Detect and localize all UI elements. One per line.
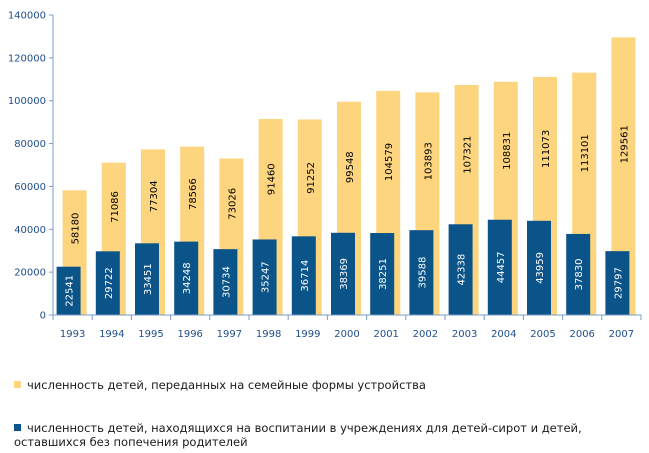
data-label-orphan-institutions: 29797 <box>613 267 624 299</box>
x-tick-label: 2003 <box>452 329 477 340</box>
data-label-orphan-institutions: 37830 <box>574 259 585 291</box>
legend-label-orphan-institutions: численность детей, находящихся на воспит… <box>14 421 582 449</box>
bar-orphan-institutions <box>605 251 630 315</box>
x-tick-label: 1997 <box>217 329 242 340</box>
data-label-family-placement: 58180 <box>71 213 82 245</box>
data-label-family-placement: 71086 <box>110 191 121 223</box>
data-label-family-placement: 103893 <box>423 142 434 180</box>
data-label-orphan-institutions: 35247 <box>261 261 272 293</box>
data-label-family-placement: 111073 <box>541 130 552 168</box>
data-label-family-placement: 108831 <box>502 132 513 170</box>
legend-item-family-placement: численность детей, переданных на семейны… <box>14 378 639 392</box>
data-label-family-placement: 104579 <box>384 143 395 181</box>
data-label-orphan-institutions: 36714 <box>300 260 311 292</box>
x-tick-label: 2001 <box>373 329 398 340</box>
bar-orphan-institutions <box>527 220 551 315</box>
y-tick-label: 100000 <box>8 96 46 107</box>
bar-orphan-institutions <box>566 233 591 315</box>
data-label-orphan-institutions: 22541 <box>65 275 76 307</box>
bar-orphan-institutions <box>331 232 355 315</box>
bar-orphan-institutions <box>174 241 199 315</box>
data-label-orphan-institutions: 29722 <box>104 267 115 299</box>
x-tick-label: 1996 <box>177 329 202 340</box>
data-label-orphan-institutions: 33451 <box>143 263 154 295</box>
y-tick-label: 40000 <box>14 225 46 236</box>
legend-swatch-family-placement <box>14 381 21 388</box>
data-label-family-placement: 77304 <box>149 180 160 212</box>
data-label-orphan-institutions: 38251 <box>378 258 389 290</box>
data-label-orphan-institutions: 43959 <box>535 252 546 284</box>
data-label-orphan-institutions: 39588 <box>417 257 428 289</box>
x-tick-label: 1994 <box>99 329 124 340</box>
x-tick-label: 1995 <box>138 329 163 340</box>
y-tick-label: 140000 <box>8 11 46 22</box>
y-axis: 0 20000 40000 60000 80000 100000 120000 140000 <box>8 11 54 322</box>
data-label-family-placement: 78566 <box>188 178 199 210</box>
legend-item-orphan-institutions: численность детей, находящихся на воспит… <box>14 421 639 449</box>
data-label-family-placement: 73026 <box>227 188 238 220</box>
bar-orphan-institutions <box>370 233 395 315</box>
data-label-family-placement: 91460 <box>267 163 278 195</box>
data-label-orphan-institutions: 38369 <box>339 258 350 290</box>
bar-orphan-institutions <box>213 249 238 315</box>
data-label-family-placement: 91252 <box>306 162 317 194</box>
data-label-family-placement: 113101 <box>580 134 591 172</box>
x-tick-label: 2000 <box>334 329 359 340</box>
bar-orphan-institutions <box>448 224 473 315</box>
x-tick-label: 2007 <box>609 329 634 340</box>
data-label-orphan-institutions: 42338 <box>457 254 468 286</box>
bar-orphan-institutions <box>56 266 81 315</box>
x-tick-label: 2002 <box>413 329 438 340</box>
data-label-orphan-institutions: 34248 <box>182 262 193 294</box>
data-label-orphan-institutions: 44457 <box>496 251 507 283</box>
x-tick-label: 1993 <box>60 329 85 340</box>
bar-orphan-institutions <box>135 243 159 315</box>
bar-orphan-institutions <box>487 219 512 315</box>
x-tick-label: 2004 <box>491 329 516 340</box>
y-tick-label: 0 <box>40 311 46 322</box>
y-tick-label: 80000 <box>14 139 46 150</box>
x-tick-label: 1998 <box>256 329 281 340</box>
bar-orphan-institutions <box>252 239 277 315</box>
legend-swatch-orphan-institutions <box>14 424 21 431</box>
data-label-family-placement: 129561 <box>619 125 630 163</box>
legend-label-family-placement: численность детей, переданных на семейны… <box>27 378 426 392</box>
bars: 58180 22541 71086 29722 77304 33451 78566 34248… <box>56 37 636 316</box>
x-tick-label: 2005 <box>530 329 555 340</box>
y-tick-label: 60000 <box>14 182 46 193</box>
x-axis: 1993 1994 1995 1996 1997 1998 1999 2000 2001 2002… <box>52 314 642 340</box>
data-label-orphan-institutions: 30734 <box>221 266 232 298</box>
y-tick-label: 20000 <box>14 268 46 279</box>
bar-orphan-institutions <box>95 251 120 315</box>
x-tick-label: 1999 <box>295 329 320 340</box>
bar-orphan-institutions <box>409 230 434 315</box>
data-label-family-placement: 107321 <box>463 136 474 174</box>
x-tick-label: 2006 <box>569 329 594 340</box>
y-tick-label: 120000 <box>8 53 46 64</box>
bar-orphan-institutions <box>291 236 316 315</box>
data-label-family-placement: 99548 <box>345 151 356 183</box>
bar-chart: 020000400006000080000100000120000140000 … <box>8 11 642 340</box>
